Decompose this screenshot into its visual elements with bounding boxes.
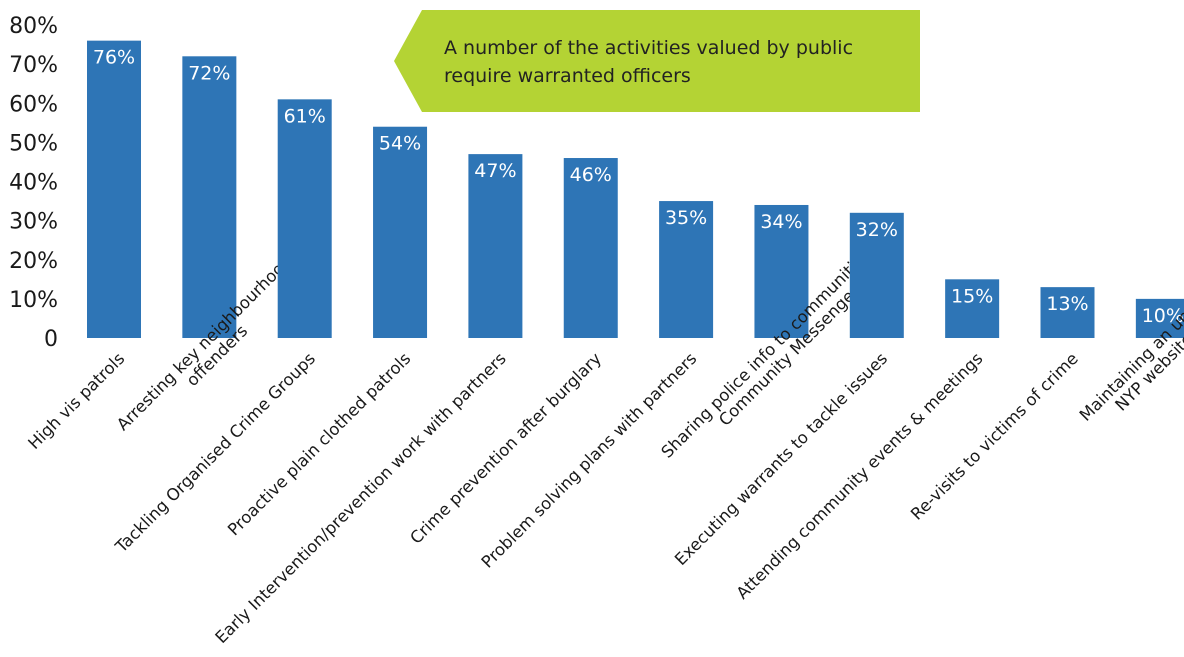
y-tick-label: 10% (9, 288, 58, 313)
bar (849, 212, 904, 338)
data-label: 46% (570, 164, 612, 186)
callout-shape (394, 10, 920, 112)
data-label: 15% (951, 285, 993, 307)
y-tick-label: 80% (9, 14, 58, 39)
x-tick-label: High vis patrols (24, 349, 128, 453)
y-tick-label: 50% (9, 131, 58, 156)
bar (563, 158, 618, 338)
x-tick-label: Proactive plain clothed patrols (224, 349, 414, 539)
data-label: 34% (760, 211, 802, 233)
bar (182, 56, 237, 339)
y-tick-label: 30% (9, 210, 58, 235)
data-label: 13% (1046, 293, 1088, 315)
x-tick-label-line: High vis patrols (24, 349, 128, 453)
data-label: 35% (665, 207, 707, 229)
data-label: 10% (1142, 305, 1184, 327)
bar (468, 154, 523, 338)
x-tick-label: Problem solving plans with partners (478, 349, 701, 572)
y-tick-label: 70% (9, 53, 58, 78)
x-tick-label: Re-visits to victims of crime (907, 349, 1082, 524)
bar (659, 201, 714, 338)
data-label: 61% (284, 105, 326, 127)
data-label: 32% (856, 219, 898, 241)
bar (277, 99, 332, 339)
x-tick-label: Crime prevention after burglary (406, 349, 605, 548)
data-label: 76% (93, 47, 135, 69)
y-tick-label: 0 (44, 327, 58, 352)
x-tick-label-line: Problem solving plans with partners (478, 349, 701, 572)
bar (754, 204, 809, 338)
data-label: 47% (474, 160, 516, 182)
x-tick-label-line: Executing warrants to tackle issues (671, 349, 891, 569)
y-tick-label: 20% (9, 249, 58, 274)
x-tick-label: Tackling Organised Crime Groups (111, 349, 319, 557)
x-tick-label-line: Tackling Organised Crime Groups (111, 349, 319, 557)
callout-text: A number of the activities valued by pub… (444, 37, 854, 87)
callout-box: A number of the activities valued by pub… (394, 10, 920, 112)
bar (373, 126, 428, 338)
x-tick-label-line: Crime prevention after burglary (406, 349, 605, 548)
y-tick-label: 60% (9, 92, 58, 117)
data-label: 54% (379, 133, 421, 155)
bar (1040, 287, 1095, 338)
x-tick-label-line: Re-visits to victims of crime (907, 349, 1082, 524)
x-tick-label: Executing warrants to tackle issues (671, 349, 891, 569)
data-label: 72% (188, 62, 230, 84)
bar (1135, 298, 1184, 338)
bar (87, 40, 141, 339)
x-tick-label-line: Proactive plain clothed patrols (224, 349, 414, 539)
y-tick-label: 40% (9, 171, 58, 196)
bar (945, 279, 1000, 338)
